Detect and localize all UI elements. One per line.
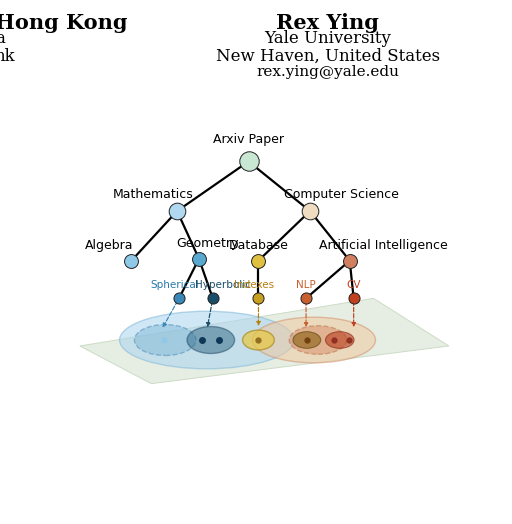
Text: Algebra: Algebra bbox=[86, 239, 134, 252]
Ellipse shape bbox=[243, 330, 274, 350]
Text: Computer Science: Computer Science bbox=[284, 188, 399, 201]
Text: Arxiv Paper: Arxiv Paper bbox=[213, 134, 284, 146]
Text: a: a bbox=[0, 30, 5, 47]
Text: NLP: NLP bbox=[296, 280, 316, 290]
Ellipse shape bbox=[187, 326, 234, 354]
Text: Geometry: Geometry bbox=[177, 237, 239, 250]
Text: Yale University: Yale University bbox=[264, 30, 391, 47]
Text: hk: hk bbox=[0, 48, 15, 64]
Text: Hyperbolic: Hyperbolic bbox=[195, 280, 251, 290]
Ellipse shape bbox=[293, 332, 321, 348]
Text: rex.ying@yale.edu: rex.ying@yale.edu bbox=[256, 65, 399, 79]
Text: Indexes: Indexes bbox=[233, 280, 274, 290]
Ellipse shape bbox=[252, 317, 375, 363]
Text: Rex Ying: Rex Ying bbox=[276, 13, 379, 33]
Polygon shape bbox=[80, 298, 449, 384]
Text: Mathematics: Mathematics bbox=[113, 188, 194, 201]
Text: New Haven, United States: New Haven, United States bbox=[216, 48, 440, 64]
Ellipse shape bbox=[289, 326, 347, 354]
Text: Database: Database bbox=[228, 239, 288, 252]
Ellipse shape bbox=[135, 324, 196, 355]
Text: Hong Kong: Hong Kong bbox=[0, 13, 127, 33]
Ellipse shape bbox=[119, 311, 294, 369]
Ellipse shape bbox=[326, 332, 354, 348]
Text: Spherical: Spherical bbox=[151, 280, 200, 290]
Text: CV: CV bbox=[347, 280, 361, 290]
Text: Artificial Intelligence: Artificial Intelligence bbox=[319, 239, 448, 252]
